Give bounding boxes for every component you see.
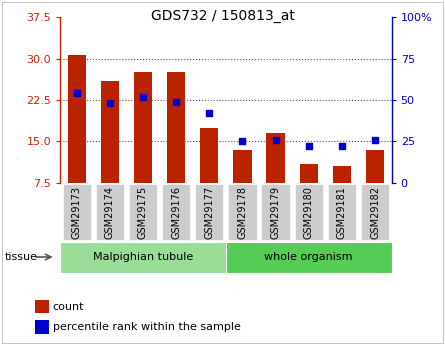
Point — [239, 139, 246, 144]
FancyBboxPatch shape — [162, 184, 190, 240]
FancyBboxPatch shape — [262, 184, 290, 240]
Point — [73, 91, 80, 96]
Point — [173, 99, 180, 105]
Text: GSM29181: GSM29181 — [337, 186, 347, 239]
FancyBboxPatch shape — [129, 184, 157, 240]
Text: GSM29173: GSM29173 — [72, 186, 81, 239]
Text: percentile rank within the sample: percentile rank within the sample — [53, 322, 241, 332]
Bar — [60, 241, 226, 273]
Point — [106, 101, 113, 106]
FancyBboxPatch shape — [63, 184, 91, 240]
Bar — [366, 150, 384, 183]
Bar — [68, 55, 86, 183]
FancyBboxPatch shape — [295, 184, 323, 240]
Text: GSM29182: GSM29182 — [370, 186, 380, 239]
Point — [372, 137, 379, 142]
Text: GSM29176: GSM29176 — [171, 186, 181, 239]
FancyBboxPatch shape — [195, 184, 223, 240]
Point — [305, 144, 312, 149]
Text: GSM29179: GSM29179 — [271, 186, 280, 239]
Text: tissue: tissue — [4, 252, 37, 262]
Bar — [233, 150, 251, 183]
Point — [338, 144, 345, 149]
FancyBboxPatch shape — [96, 184, 124, 240]
Text: whole organism: whole organism — [264, 252, 353, 262]
Text: GSM29177: GSM29177 — [204, 186, 214, 239]
Bar — [333, 166, 351, 183]
Text: GSM29174: GSM29174 — [105, 186, 115, 239]
Text: GSM29178: GSM29178 — [238, 186, 247, 239]
Text: Malpighian tubule: Malpighian tubule — [93, 252, 193, 262]
Bar — [226, 241, 392, 273]
Bar — [200, 128, 218, 183]
Bar — [267, 133, 285, 183]
Bar — [299, 164, 318, 183]
Bar — [134, 72, 152, 183]
Text: GDS732 / 150813_at: GDS732 / 150813_at — [150, 9, 295, 23]
Point — [272, 137, 279, 142]
Text: count: count — [53, 302, 84, 312]
FancyBboxPatch shape — [228, 184, 256, 240]
Bar — [35, 320, 49, 334]
FancyBboxPatch shape — [361, 184, 389, 240]
Text: GSM29180: GSM29180 — [304, 186, 314, 239]
Point — [206, 110, 213, 116]
Bar — [35, 300, 49, 313]
Point — [139, 94, 146, 99]
Text: GSM29175: GSM29175 — [138, 186, 148, 239]
FancyBboxPatch shape — [328, 184, 356, 240]
Bar — [167, 72, 185, 183]
Bar — [101, 81, 119, 183]
